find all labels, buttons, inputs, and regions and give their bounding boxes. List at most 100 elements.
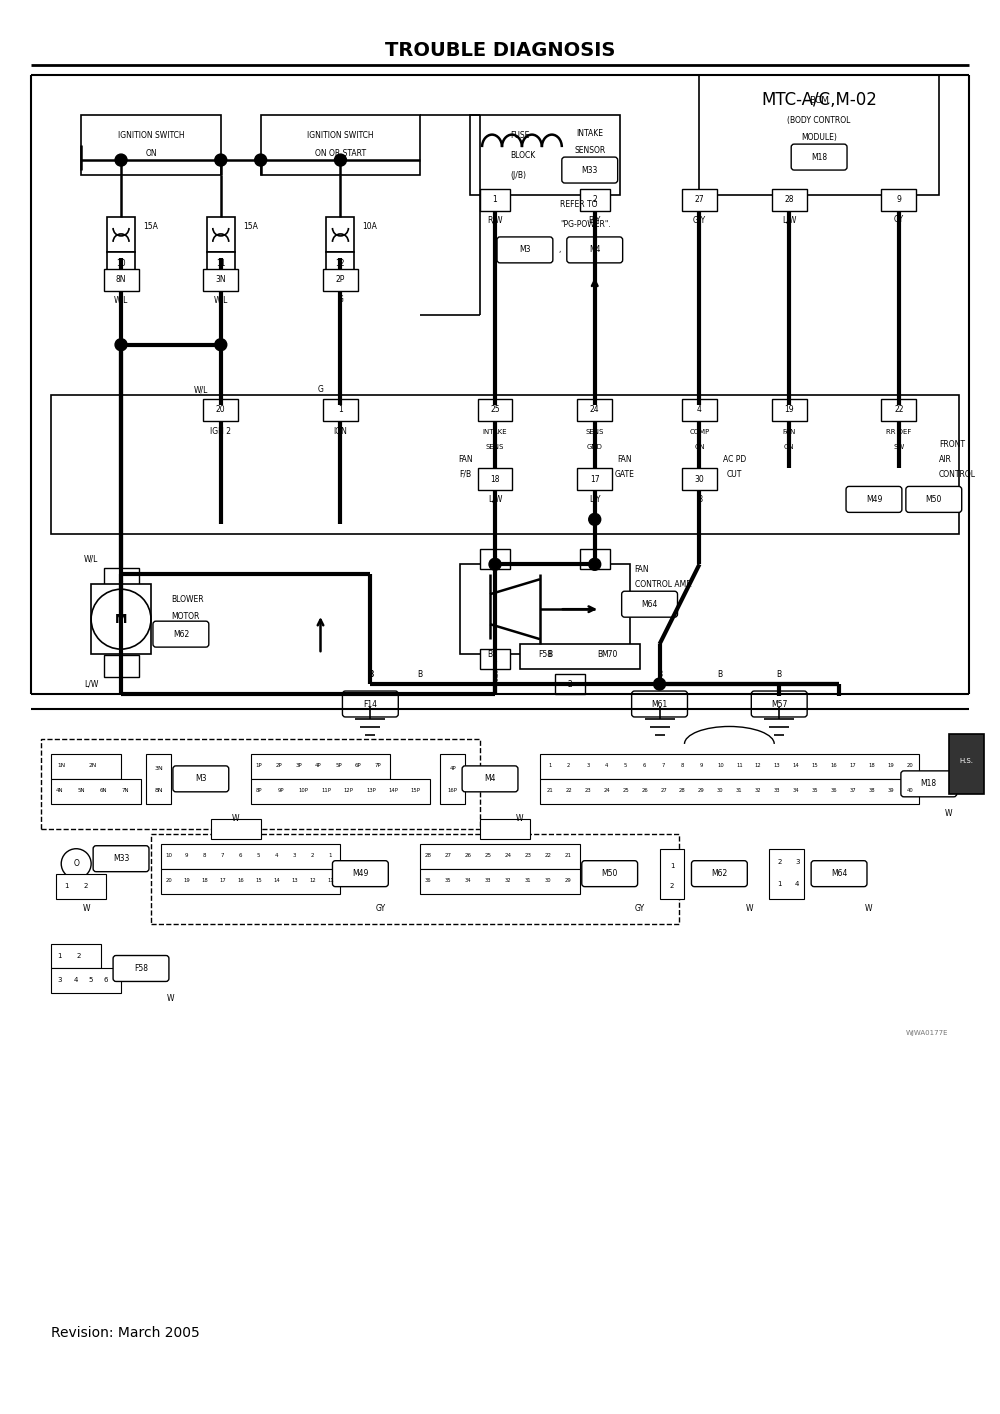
- Text: 18: 18: [490, 475, 500, 484]
- Text: 1: 1: [493, 195, 497, 205]
- FancyBboxPatch shape: [562, 157, 618, 182]
- Text: B: B: [368, 670, 373, 679]
- FancyBboxPatch shape: [751, 691, 807, 717]
- Text: F58: F58: [134, 964, 148, 973]
- Text: SENS: SENS: [486, 444, 504, 450]
- Bar: [540, 754, 919, 779]
- Text: 24: 24: [590, 404, 600, 414]
- Text: 23: 23: [524, 853, 531, 858]
- Text: 4: 4: [697, 404, 702, 414]
- Text: 8P: 8P: [255, 789, 262, 793]
- Text: 1N: 1N: [57, 764, 65, 768]
- Text: 15P: 15P: [411, 789, 421, 793]
- Bar: [480, 189, 510, 211]
- Text: 12P: 12P: [343, 789, 353, 793]
- Text: 4N: 4N: [55, 789, 63, 793]
- Bar: [41, 740, 480, 829]
- Bar: [323, 269, 358, 291]
- Text: M61: M61: [651, 700, 668, 708]
- Text: W: W: [746, 904, 753, 913]
- Text: 4: 4: [795, 881, 799, 887]
- Text: 5: 5: [257, 853, 260, 858]
- Text: B: B: [487, 649, 493, 659]
- Text: G: G: [318, 385, 323, 395]
- Text: W/L: W/L: [84, 554, 98, 564]
- Text: 1: 1: [119, 574, 123, 584]
- Text: 33: 33: [485, 878, 491, 884]
- Text: 9: 9: [185, 853, 189, 858]
- Text: 1: 1: [777, 881, 781, 887]
- Text: MOTOR: MOTOR: [171, 612, 199, 621]
- Text: O: O: [73, 860, 79, 868]
- Bar: [51, 779, 141, 803]
- Text: 15: 15: [812, 764, 818, 768]
- Text: L/W: L/W: [782, 215, 796, 225]
- Text: 2: 2: [311, 853, 314, 858]
- Bar: [682, 468, 717, 491]
- Text: 28: 28: [425, 853, 432, 858]
- Bar: [881, 189, 916, 211]
- Bar: [949, 734, 984, 793]
- Text: MODULE): MODULE): [801, 133, 837, 141]
- Bar: [104, 269, 139, 291]
- Text: 28: 28: [679, 789, 686, 793]
- Text: M62: M62: [711, 870, 728, 878]
- Text: 1: 1: [338, 404, 343, 414]
- Text: ON: ON: [145, 148, 157, 157]
- Text: W/L: W/L: [114, 296, 128, 304]
- Text: 35: 35: [445, 878, 451, 884]
- Text: 6N: 6N: [99, 789, 107, 793]
- Text: FUSE: FUSE: [510, 130, 529, 140]
- Text: 10A: 10A: [362, 222, 377, 232]
- Text: M33: M33: [582, 165, 598, 174]
- Text: CUT: CUT: [727, 469, 742, 479]
- FancyBboxPatch shape: [462, 766, 518, 792]
- Text: SENS: SENS: [586, 428, 604, 434]
- FancyBboxPatch shape: [153, 621, 209, 648]
- Text: 9P: 9P: [278, 789, 284, 793]
- Bar: [261, 115, 420, 175]
- Text: 30: 30: [695, 475, 704, 484]
- Text: ON: ON: [694, 444, 705, 450]
- Text: 27: 27: [695, 195, 704, 205]
- Text: 24: 24: [504, 853, 511, 858]
- Text: CONTROL: CONTROL: [939, 469, 976, 479]
- Text: 2: 2: [670, 882, 674, 888]
- Text: 26: 26: [641, 789, 648, 793]
- Bar: [420, 868, 580, 894]
- Text: 12: 12: [309, 878, 316, 884]
- Text: BLOCK: BLOCK: [510, 150, 535, 160]
- Text: 13: 13: [774, 764, 781, 768]
- Bar: [251, 779, 430, 803]
- Text: 18: 18: [201, 878, 208, 884]
- Text: 36: 36: [425, 878, 432, 884]
- Text: 27: 27: [660, 789, 667, 793]
- Text: 10: 10: [116, 259, 126, 267]
- Text: 14: 14: [273, 878, 280, 884]
- Bar: [577, 468, 612, 491]
- Bar: [480, 549, 510, 570]
- Text: 20: 20: [906, 764, 913, 768]
- Bar: [772, 189, 807, 211]
- Text: 30: 30: [545, 878, 551, 884]
- Text: 22: 22: [544, 853, 551, 858]
- Text: 8N: 8N: [154, 789, 163, 793]
- Text: 1: 1: [329, 853, 332, 858]
- Text: 3N: 3N: [215, 276, 226, 284]
- Text: AIR: AIR: [939, 455, 952, 464]
- Text: W: W: [82, 904, 90, 913]
- Text: (J/B): (J/B): [510, 171, 526, 180]
- Text: 4: 4: [605, 764, 608, 768]
- Text: 3: 3: [795, 858, 799, 865]
- Text: B/Y: B/Y: [589, 215, 601, 225]
- Text: F/B: F/B: [459, 469, 471, 479]
- Bar: [540, 779, 919, 803]
- Text: WJWA0177E: WJWA0177E: [906, 1031, 949, 1036]
- Text: 2: 2: [84, 882, 88, 888]
- Text: 2: 2: [592, 195, 597, 205]
- Text: 25: 25: [490, 404, 500, 414]
- Text: R/W: R/W: [487, 215, 503, 225]
- Bar: [51, 754, 121, 779]
- Bar: [682, 399, 717, 420]
- Text: 8: 8: [681, 764, 684, 768]
